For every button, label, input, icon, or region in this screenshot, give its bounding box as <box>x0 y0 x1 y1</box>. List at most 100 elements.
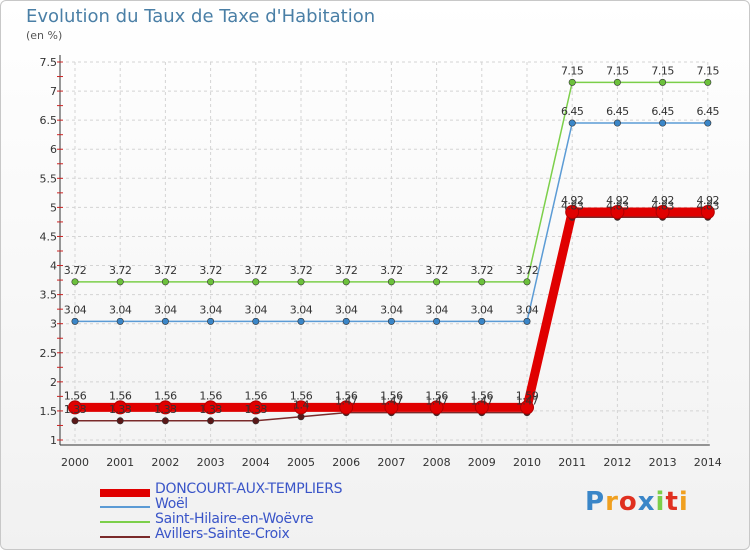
legend-label-woel: Woël <box>155 496 188 512</box>
data-label: 4.92 <box>651 194 674 207</box>
x-tick-label: 2008 <box>423 456 451 469</box>
data-label: 3.72 <box>380 264 403 277</box>
data-point <box>207 278 215 286</box>
y-tick-label: 4.5 <box>40 230 58 243</box>
data-label: 3.04 <box>471 303 494 316</box>
legend-swatch-avillers <box>100 536 150 538</box>
y-tick-label: 1.5 <box>40 405 58 418</box>
data-label: 1.47 <box>425 395 448 408</box>
data-label: 4.83 <box>606 199 629 212</box>
data-label: 1.47 <box>471 395 494 408</box>
data-label: 3.04 <box>109 303 132 316</box>
x-tick-label: 2013 <box>649 456 677 469</box>
data-label: 1.56 <box>425 389 448 402</box>
legend-swatch-doncourt <box>100 489 150 497</box>
data-label: 7.15 <box>697 64 720 77</box>
data-label: 3.72 <box>290 264 313 277</box>
x-tick-label: 2005 <box>287 456 315 469</box>
data-label: 1.56 <box>154 389 177 402</box>
data-point <box>613 119 621 127</box>
y-tick-label: 6 <box>50 143 57 156</box>
logo-letter: o <box>618 487 638 517</box>
data-point <box>68 400 82 415</box>
data-label: 4.83 <box>561 199 584 212</box>
y-tick-label: 4 <box>50 260 57 273</box>
y-tick-label: 6.5 <box>40 114 58 127</box>
data-label: 7.15 <box>606 64 629 77</box>
data-label: 1.56 <box>245 389 268 402</box>
data-label: 3.72 <box>516 264 539 277</box>
x-tick-label: 2004 <box>242 456 270 469</box>
y-tick-label: 7.5 <box>40 56 58 69</box>
logo-letter: i <box>678 487 689 517</box>
x-tick-label: 2014 <box>694 456 722 469</box>
x-tick-label: 2011 <box>558 456 586 469</box>
data-point <box>207 317 215 325</box>
data-label: 1.56 <box>335 389 358 402</box>
data-label: 3.72 <box>199 264 222 277</box>
data-label: 3.72 <box>245 264 268 277</box>
x-tick-label: 2003 <box>197 456 225 469</box>
chart-subtitle: (en %) <box>26 29 63 42</box>
proxiti-logo: Proxiti <box>585 487 689 517</box>
data-point <box>116 417 124 425</box>
x-tick-label: 2002 <box>151 456 179 469</box>
data-point <box>700 205 715 220</box>
data-point <box>478 278 486 286</box>
data-label: 7.15 <box>561 64 584 77</box>
data-point <box>161 417 169 425</box>
y-tick-label: 2.5 <box>40 347 58 360</box>
data-point <box>297 413 305 421</box>
data-label: 3.72 <box>154 264 177 277</box>
data-point <box>433 317 441 325</box>
data-label: 1.56 <box>471 389 494 402</box>
data-label: 7.15 <box>651 64 674 77</box>
data-label: 3.72 <box>109 264 132 277</box>
data-label: 3.72 <box>471 264 494 277</box>
data-label: 6.45 <box>561 105 584 118</box>
data-label: 4.92 <box>606 194 629 207</box>
data-point <box>523 317 531 325</box>
y-tick-label: 1 <box>50 434 57 447</box>
data-label: 6.45 <box>606 105 629 118</box>
data-label: 1.56 <box>64 389 87 402</box>
data-label: 1.33 <box>199 403 222 416</box>
data-label: 4.83 <box>697 199 720 212</box>
data-label: 1.47 <box>516 395 539 408</box>
data-label: 4.92 <box>697 194 720 207</box>
x-tick-label: 2000 <box>61 456 89 469</box>
legend-swatch-saint-hilaire <box>100 521 150 523</box>
data-label: 3.72 <box>425 264 448 277</box>
x-tick-label: 2009 <box>468 456 496 469</box>
data-point <box>203 400 218 415</box>
data-label: 3.04 <box>154 303 177 316</box>
data-label: 1.47 <box>380 395 403 408</box>
data-point <box>655 205 670 220</box>
y-tick-label: 5.5 <box>40 172 58 185</box>
data-label: 1.56 <box>109 389 132 402</box>
data-point <box>294 400 308 415</box>
data-label: 4.92 <box>561 194 584 207</box>
data-label: 6.45 <box>697 105 720 118</box>
y-tick-label: 3.5 <box>40 289 58 302</box>
data-point <box>116 278 124 286</box>
data-label: 3.04 <box>64 303 87 316</box>
data-point <box>161 317 169 325</box>
data-point <box>252 417 260 425</box>
chart-title: Evolution du Taux de Taxe d'Habitation <box>26 6 376 27</box>
y-tick-label: 3 <box>50 318 57 331</box>
data-point <box>474 400 489 415</box>
data-point <box>610 205 625 220</box>
data-label: 1.33 <box>245 403 268 416</box>
data-label: 1.56 <box>380 389 403 402</box>
legend-label-avillers: Avillers-Sainte-Croix <box>155 526 290 542</box>
data-label: 1.56 <box>199 389 222 402</box>
data-label: 1.47 <box>335 395 358 408</box>
data-label: 1.4 <box>293 399 309 412</box>
data-label: 3.04 <box>516 303 539 316</box>
x-tick-label: 2012 <box>603 456 631 469</box>
data-label: 1.33 <box>154 403 177 416</box>
data-point <box>161 278 169 286</box>
y-tick-label: 7 <box>50 85 57 98</box>
